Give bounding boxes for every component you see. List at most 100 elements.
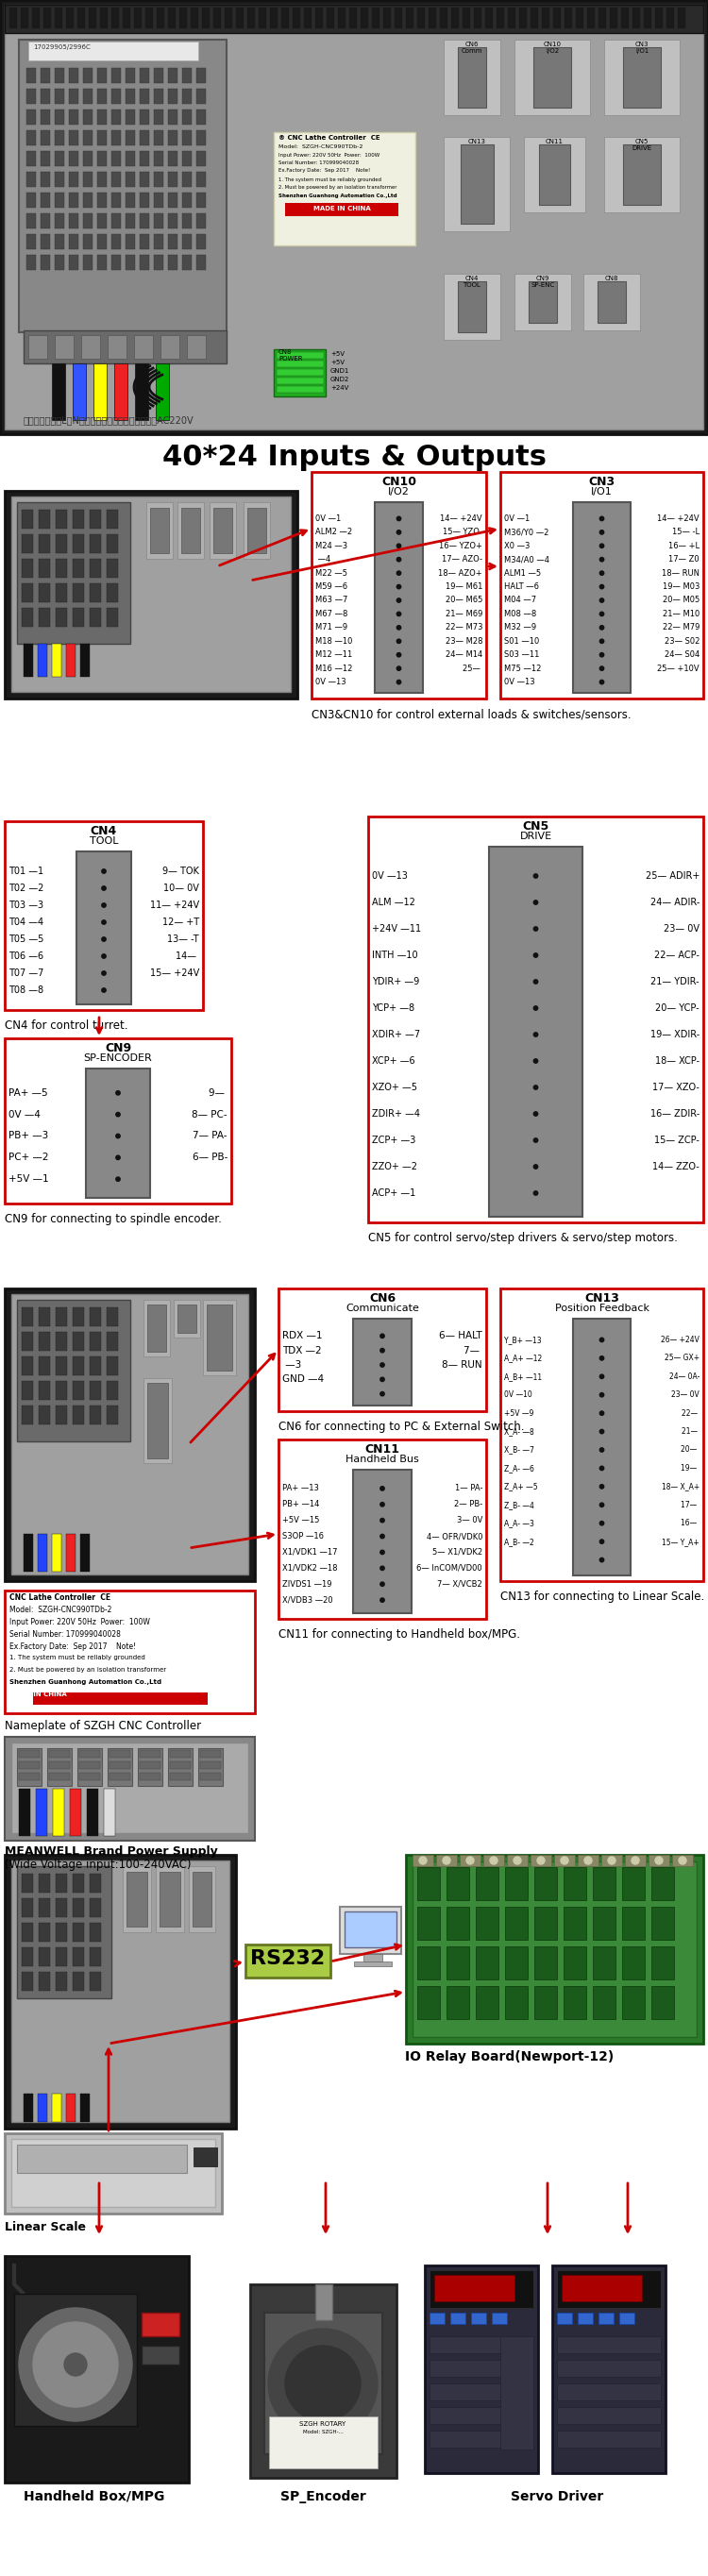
Bar bbox=[345, 1911, 396, 1947]
Bar bbox=[40, 131, 50, 144]
Circle shape bbox=[534, 1033, 538, 1036]
Bar bbox=[196, 88, 206, 103]
Bar bbox=[375, 502, 423, 693]
Text: Y_B+ —13: Y_B+ —13 bbox=[504, 1334, 542, 1345]
Bar bbox=[622, 1868, 645, 1901]
Bar bbox=[154, 131, 164, 144]
Text: 22— M73: 22— M73 bbox=[445, 623, 482, 631]
Bar bbox=[535, 1947, 557, 1978]
Bar bbox=[644, 8, 651, 28]
Bar bbox=[383, 8, 391, 28]
Circle shape bbox=[19, 2308, 132, 2421]
Circle shape bbox=[600, 1430, 604, 1435]
Text: HALT —6: HALT —6 bbox=[504, 582, 539, 590]
Text: 25—: 25— bbox=[462, 665, 482, 672]
Circle shape bbox=[632, 1857, 639, 1865]
Text: 7— X/VCB2: 7— X/VCB2 bbox=[438, 1579, 482, 1589]
Text: 40*24 Inputs & Outputs: 40*24 Inputs & Outputs bbox=[162, 443, 546, 471]
Bar bbox=[56, 1332, 67, 1350]
Bar bbox=[564, 1986, 586, 2020]
Bar bbox=[430, 2360, 533, 2378]
Text: S03 —11: S03 —11 bbox=[504, 652, 539, 659]
Bar bbox=[353, 1319, 411, 1406]
Bar bbox=[507, 1855, 527, 1865]
Bar bbox=[39, 1899, 50, 1917]
Circle shape bbox=[600, 667, 604, 670]
Bar bbox=[430, 2313, 445, 2324]
Bar bbox=[430, 2269, 533, 2308]
Text: CN4
TOOL: CN4 TOOL bbox=[463, 276, 481, 289]
Circle shape bbox=[600, 518, 604, 520]
Bar bbox=[69, 111, 79, 124]
Circle shape bbox=[600, 1394, 604, 1396]
Text: 18— AZO+: 18— AZO+ bbox=[438, 569, 482, 577]
Text: 17—: 17— bbox=[681, 1502, 700, 1510]
Text: +5V: +5V bbox=[331, 350, 345, 358]
Bar bbox=[182, 173, 192, 188]
Circle shape bbox=[102, 904, 106, 907]
Text: CN9: CN9 bbox=[105, 1043, 131, 1054]
Bar bbox=[210, 502, 236, 559]
Bar bbox=[519, 8, 527, 28]
Text: 17— XZO-: 17— XZO- bbox=[653, 1082, 700, 1092]
Text: 3— 0V: 3— 0V bbox=[457, 1517, 482, 1525]
Text: 18— XCP-: 18— XCP- bbox=[655, 1056, 700, 1066]
Circle shape bbox=[380, 1486, 384, 1492]
Bar bbox=[139, 152, 149, 165]
Bar bbox=[139, 214, 149, 229]
Bar bbox=[83, 131, 93, 144]
Bar bbox=[154, 88, 164, 103]
Text: 0V —13: 0V —13 bbox=[315, 677, 346, 685]
Bar bbox=[90, 608, 101, 626]
Bar bbox=[264, 2313, 382, 2455]
Bar bbox=[496, 8, 504, 28]
Circle shape bbox=[467, 1857, 474, 1865]
Circle shape bbox=[64, 2354, 87, 2375]
Bar bbox=[622, 1947, 645, 1978]
Text: 9— TOK: 9— TOK bbox=[162, 866, 199, 876]
Bar bbox=[258, 8, 266, 28]
Circle shape bbox=[116, 1090, 120, 1095]
Text: CN11: CN11 bbox=[546, 139, 564, 144]
Bar bbox=[182, 131, 192, 144]
Bar bbox=[168, 67, 178, 82]
Bar bbox=[413, 1862, 697, 2038]
Text: M12 —11: M12 —11 bbox=[315, 652, 353, 659]
Circle shape bbox=[534, 953, 538, 958]
Bar bbox=[5, 2257, 189, 2483]
Bar bbox=[97, 234, 107, 250]
Text: 13— -T: 13— -T bbox=[167, 935, 199, 943]
Text: 10— 0V: 10— 0V bbox=[164, 884, 199, 894]
Bar bbox=[83, 193, 93, 209]
Bar bbox=[651, 1986, 674, 2020]
Bar bbox=[53, 1788, 64, 1837]
Text: T08 —8: T08 —8 bbox=[8, 987, 44, 994]
Bar bbox=[22, 1947, 33, 1965]
Bar bbox=[213, 8, 221, 28]
Bar bbox=[277, 353, 324, 358]
Bar bbox=[620, 2313, 634, 2324]
Text: 19—: 19— bbox=[681, 1463, 700, 1473]
Bar bbox=[122, 1865, 151, 1932]
Bar bbox=[73, 1873, 84, 1893]
Bar bbox=[26, 234, 36, 250]
Text: 0V —4: 0V —4 bbox=[8, 1110, 40, 1118]
Text: 18— RUN: 18— RUN bbox=[662, 569, 700, 577]
Text: CN10: CN10 bbox=[382, 477, 416, 487]
Bar bbox=[111, 152, 121, 165]
Bar bbox=[557, 2336, 661, 2354]
Bar bbox=[26, 111, 36, 124]
Bar bbox=[173, 1301, 200, 1337]
Bar bbox=[40, 234, 50, 250]
Bar bbox=[107, 1358, 118, 1376]
Bar bbox=[168, 173, 178, 188]
Text: 8— RUN: 8— RUN bbox=[442, 1360, 482, 1370]
Text: +5V: +5V bbox=[331, 361, 345, 366]
Bar bbox=[425, 2264, 538, 2473]
Bar bbox=[73, 1406, 84, 1425]
Text: CN13 for connecting to Linear Scale.: CN13 for connecting to Linear Scale. bbox=[501, 1589, 704, 1602]
Text: 21— M10: 21— M10 bbox=[663, 611, 700, 618]
Circle shape bbox=[396, 572, 401, 574]
Text: 22—: 22— bbox=[681, 1409, 700, 1417]
Bar bbox=[576, 8, 583, 28]
